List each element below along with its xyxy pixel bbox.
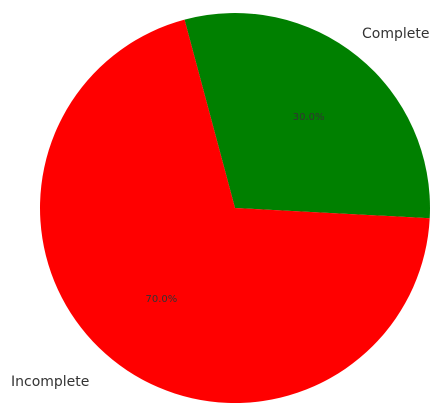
- pie-percent-label-incomplete: 70.0%: [145, 294, 177, 305]
- pie-slice-incomplete: [40, 19, 430, 403]
- pie-slice-complete: [184, 13, 430, 219]
- pie-percent-label-complete: 30.0%: [293, 112, 325, 123]
- pie-category-label-complete: Complete: [362, 26, 429, 42]
- pie-category-label-incomplete: Incomplete: [11, 374, 89, 390]
